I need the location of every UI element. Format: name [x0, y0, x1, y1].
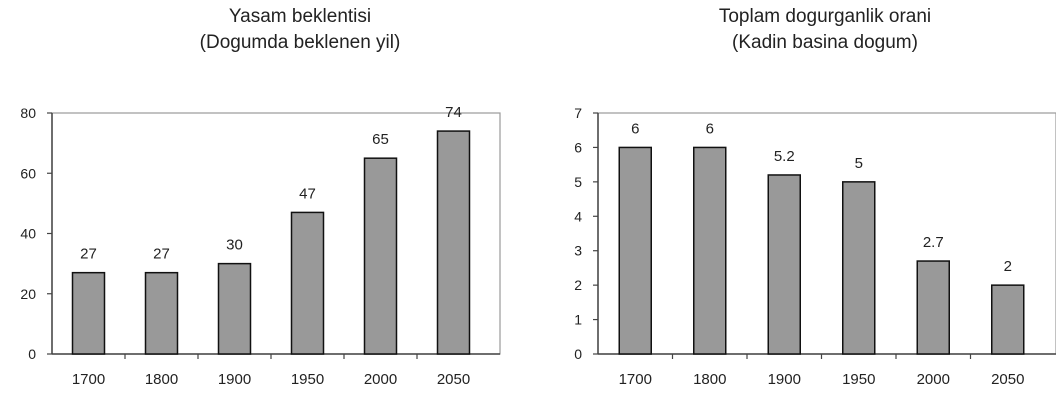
- data-label: 65: [372, 131, 389, 148]
- bar: [436, 130, 471, 355]
- x-tick-label: 1950: [291, 371, 324, 388]
- chart-title-life-expectancy: Yasam beklentisi (Dogumda beklenen yil): [150, 4, 450, 56]
- chart-title-fertility-rate: Toplam dogurganlik orani (Kadin basina d…: [660, 4, 990, 56]
- x-tick-label: 1800: [145, 371, 178, 388]
- y-tick-label: 4: [574, 208, 582, 224]
- bar: [842, 181, 876, 355]
- x-tick-label: 2000: [364, 371, 397, 388]
- data-label: 5.2: [774, 148, 795, 165]
- x-tick-label: 2050: [991, 371, 1024, 388]
- y-tick-label: 6: [574, 139, 582, 155]
- bar: [618, 146, 652, 355]
- x-tick-label: 2000: [917, 371, 950, 388]
- bar: [767, 174, 801, 355]
- data-label: 30: [226, 237, 243, 254]
- x-tick-label: 1900: [768, 371, 801, 388]
- data-label: 27: [80, 246, 97, 263]
- chart-subtitle-line: (Kadin basina dogum): [732, 32, 918, 53]
- bar: [363, 157, 398, 355]
- data-label: 2.7: [923, 234, 944, 251]
- bar: [693, 146, 727, 355]
- x-tick-label: 1950: [842, 371, 875, 388]
- data-label: 74: [445, 104, 462, 121]
- y-tick-label: 80: [20, 105, 36, 121]
- plot-area-frame: [597, 112, 1056, 355]
- chart-subtitle-line: (Dogumda beklenen yil): [199, 32, 401, 53]
- data-label: 5: [855, 155, 863, 172]
- y-tick-label: 0: [28, 346, 36, 362]
- chart-title-line: Toplam dogurganlik orani: [718, 6, 932, 27]
- x-tick-label: 1900: [218, 371, 251, 388]
- bar: [217, 262, 252, 355]
- data-label: 47: [299, 185, 316, 202]
- bar: [71, 271, 106, 355]
- x-tick-label: 1700: [72, 371, 105, 388]
- data-label: 6: [631, 120, 639, 137]
- y-tick-label: 2: [574, 277, 582, 293]
- y-tick-label: 5: [574, 174, 582, 190]
- data-label: 27: [153, 246, 170, 263]
- x-tick-label: 1800: [693, 371, 726, 388]
- chart-title-line: Yasam beklentisi: [228, 6, 372, 27]
- bar: [991, 284, 1025, 355]
- data-label: 2: [1004, 258, 1012, 275]
- y-tick-label: 1: [574, 312, 582, 328]
- y-tick-label: 40: [20, 226, 36, 242]
- bar: [290, 211, 325, 355]
- x-tick-label: 1700: [619, 371, 652, 388]
- data-label: 6: [706, 120, 714, 137]
- y-tick-label: 0: [574, 346, 582, 362]
- y-tick-label: 3: [574, 243, 582, 259]
- y-tick-label: 60: [20, 165, 36, 181]
- x-tick-label: 2050: [437, 371, 470, 388]
- y-tick-label: 7: [574, 105, 582, 121]
- y-tick-label: 20: [20, 286, 36, 302]
- bar: [144, 271, 179, 355]
- bar: [916, 260, 950, 355]
